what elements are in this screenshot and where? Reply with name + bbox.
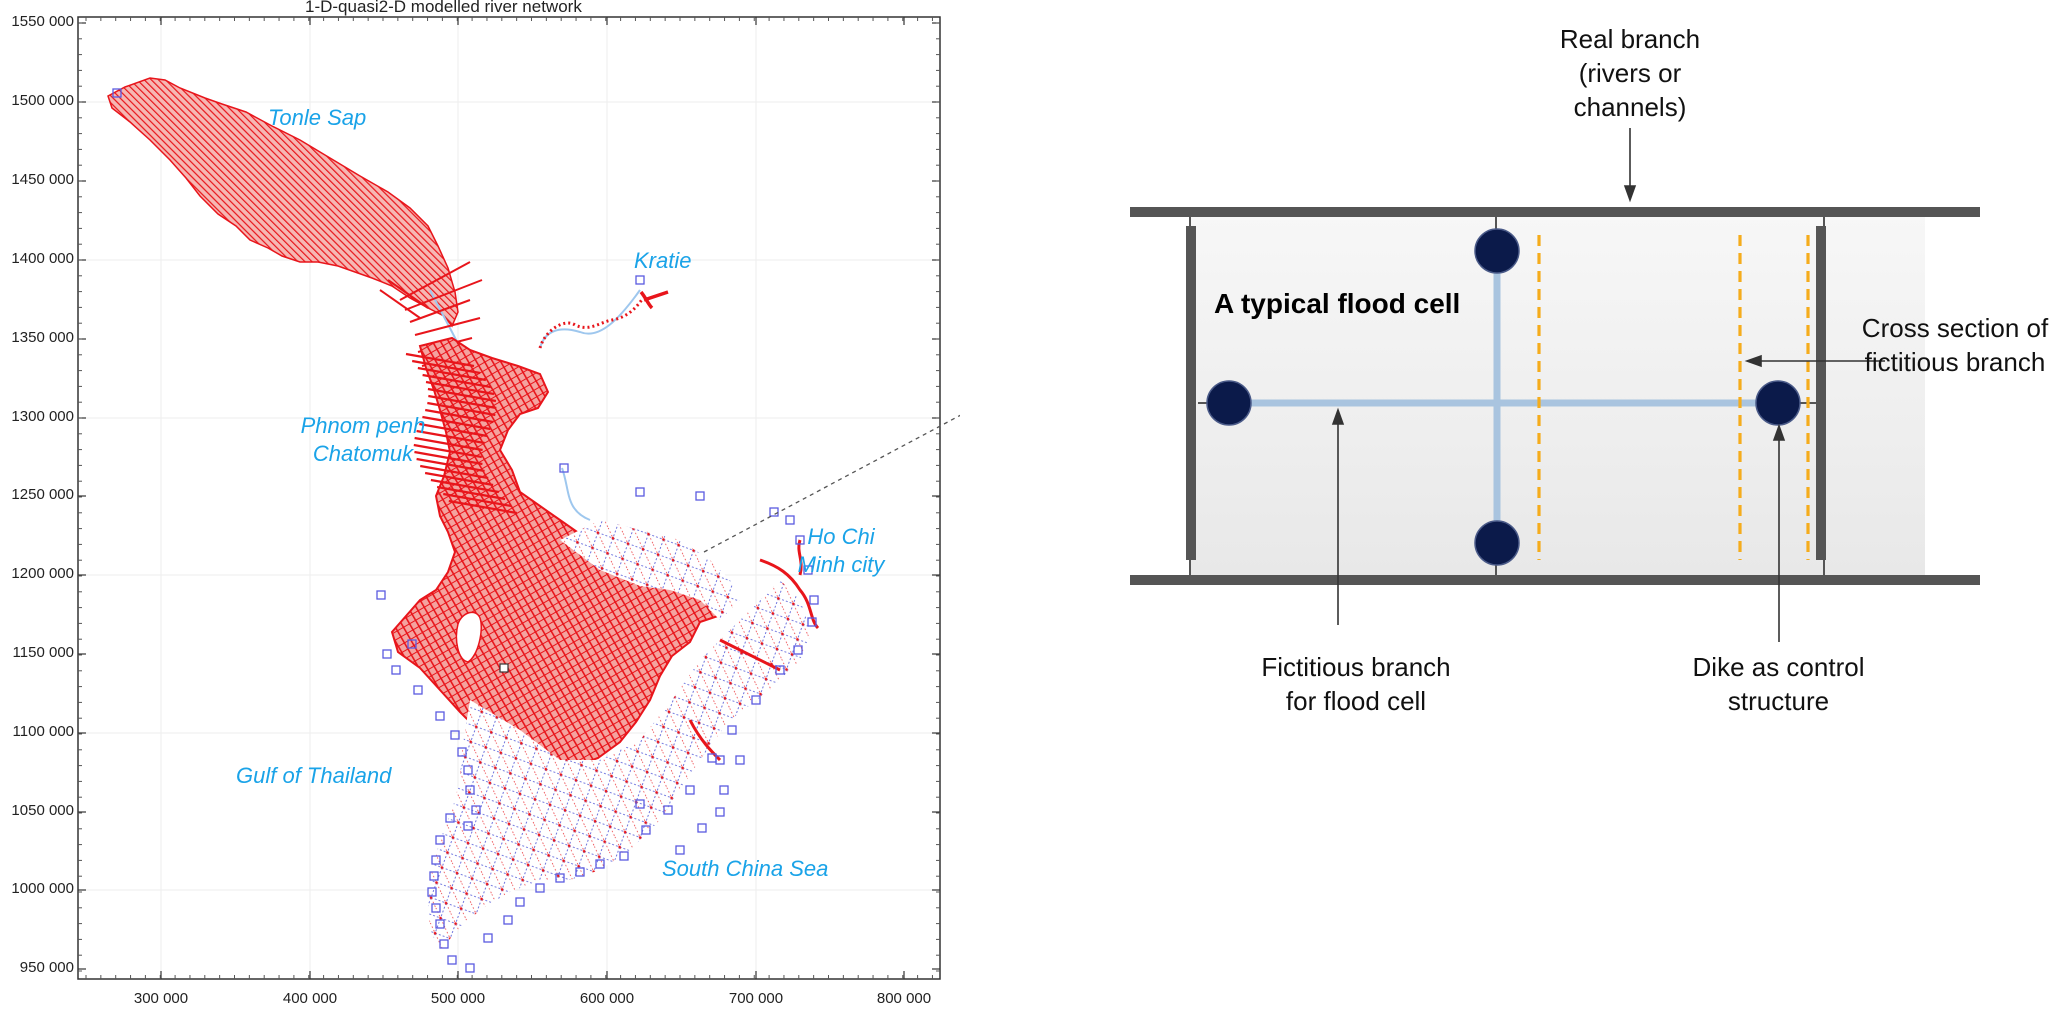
label-line: fictitious branch bbox=[1864, 347, 2046, 377]
label-line: for flood cell bbox=[1285, 686, 1427, 716]
y-tick-label: 1250 000 bbox=[11, 486, 74, 503]
real-branch-top bbox=[1130, 207, 1980, 217]
bank-left bbox=[1186, 226, 1196, 560]
place-label-phnom-penh: Phnom penh Chatomuk bbox=[293, 412, 433, 468]
label-line: channels) bbox=[1573, 92, 1687, 122]
y-tick-label: 1350 000 bbox=[11, 329, 74, 346]
real-branch-bottom bbox=[1130, 575, 1980, 585]
label-line: Real branch bbox=[1559, 24, 1701, 54]
place-label-line: Ho Chi bbox=[807, 524, 875, 549]
label-line: (rivers or bbox=[1578, 58, 1682, 88]
y-tick-label: 1450 000 bbox=[11, 171, 74, 188]
place-label-line: Chatomuk bbox=[312, 441, 414, 466]
place-label-gulf-of-thailand: Gulf of Thailand bbox=[236, 763, 392, 788]
y-tick-label: 1050 000 bbox=[11, 802, 74, 819]
place-label-south-china-sea: South China Sea bbox=[662, 856, 829, 881]
y-tick-label: 1400 000 bbox=[11, 250, 74, 267]
delta-mesh-network bbox=[428, 580, 812, 950]
flood-cell-node bbox=[1474, 520, 1520, 566]
y-tick-label: 1100 000 bbox=[12, 723, 74, 740]
flood-cell-title: A typical flood cell bbox=[1214, 288, 1461, 319]
place-label-ho-chi-minh: Ho Chi Minh city bbox=[791, 523, 891, 579]
flood-cell-node bbox=[1206, 380, 1252, 426]
label-fictitious-branch: Fictitious branch for flood cell bbox=[1236, 650, 1476, 718]
place-label-line: Phnom penh bbox=[300, 413, 426, 438]
x-tick-label: 400 000 bbox=[282, 990, 338, 1007]
y-tick-label: 1300 000 bbox=[11, 408, 74, 425]
y-tick-label: 1550 000 bbox=[11, 13, 74, 30]
label-dike: Dike as control structure bbox=[1666, 650, 1891, 718]
y-tick-label: 950 000 bbox=[19, 959, 74, 976]
label-line: Dike as control bbox=[1692, 652, 1865, 682]
flood-cell-drawing bbox=[1130, 128, 1980, 642]
label-line: Fictitious branch bbox=[1261, 652, 1451, 682]
place-label-tonle-sap: Tonle Sap bbox=[268, 105, 367, 130]
x-tick-label: 500 000 bbox=[430, 990, 486, 1007]
label-real-branch: Real branch (rivers or channels) bbox=[1530, 22, 1730, 124]
y-tick-label: 1200 000 bbox=[11, 565, 74, 582]
x-tick-label: 800 000 bbox=[876, 990, 932, 1007]
place-label-line: Minh city bbox=[797, 552, 885, 577]
river-network-map bbox=[107, 77, 960, 973]
x-tick-label: 700 000 bbox=[728, 990, 784, 1007]
flood-cell-node bbox=[1755, 380, 1801, 426]
label-cross-section: Cross section of fictitious branch bbox=[1850, 311, 2060, 379]
y-tick-label: 1000 000 bbox=[11, 880, 74, 897]
y-tick-label: 1150 000 bbox=[12, 644, 74, 661]
y-tick-label: 1500 000 bbox=[11, 92, 74, 109]
flood-cell-node bbox=[1474, 228, 1520, 274]
place-label-kratie: Kratie bbox=[634, 248, 692, 273]
label-line: Cross section of bbox=[1861, 313, 2049, 343]
label-line: structure bbox=[1727, 686, 1830, 716]
x-tick-label: 300 000 bbox=[133, 990, 189, 1007]
bank-right bbox=[1816, 226, 1826, 560]
x-tick-label: 600 000 bbox=[579, 990, 635, 1007]
map-title: 1-D-quasi2-D modelled river network bbox=[305, 0, 582, 16]
